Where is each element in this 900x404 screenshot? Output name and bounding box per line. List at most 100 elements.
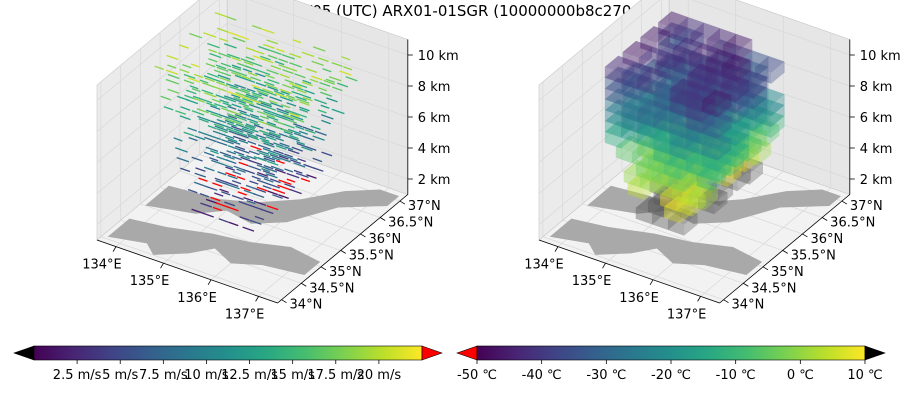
wind-vector bbox=[175, 110, 187, 115]
wind-vector bbox=[280, 104, 291, 109]
wind-vector bbox=[225, 166, 236, 171]
voxel bbox=[621, 61, 651, 79]
wind-vector bbox=[246, 133, 259, 139]
wind-vector bbox=[251, 91, 262, 97]
left-pane bbox=[96, 0, 228, 241]
wind-vector bbox=[286, 94, 295, 99]
wind-vector bbox=[231, 71, 242, 77]
wind-vector bbox=[270, 165, 284, 172]
wind-vector bbox=[213, 69, 223, 74]
wind-vector bbox=[262, 185, 272, 190]
wind-vector bbox=[263, 164, 274, 170]
wind-vector bbox=[224, 119, 234, 125]
wind-vector bbox=[256, 89, 269, 96]
wind-vector bbox=[237, 94, 251, 101]
voxel bbox=[621, 115, 638, 133]
wind-vector bbox=[312, 135, 325, 141]
x-tick-label: 135°E bbox=[130, 274, 170, 289]
voxel bbox=[653, 72, 667, 95]
wind-vector bbox=[227, 31, 238, 37]
voxel bbox=[643, 177, 658, 200]
voxel bbox=[719, 118, 750, 135]
wind-vector bbox=[237, 133, 249, 139]
wind-vector bbox=[264, 90, 277, 97]
voxel bbox=[621, 72, 638, 89]
voxel bbox=[719, 74, 750, 92]
wind-vector bbox=[193, 73, 204, 79]
wind-vector bbox=[238, 154, 250, 160]
wind-vector bbox=[256, 110, 266, 115]
wind-vector bbox=[302, 79, 312, 85]
voxel bbox=[637, 77, 651, 100]
voxel bbox=[698, 186, 728, 204]
wind-vector bbox=[249, 135, 260, 141]
wind-vector bbox=[233, 165, 245, 171]
wind-vector bbox=[205, 198, 218, 205]
wind-vector bbox=[246, 118, 259, 124]
voxel bbox=[701, 122, 716, 145]
colorbar-tick-label: 5 m/s bbox=[102, 368, 138, 383]
wind-vector bbox=[220, 62, 232, 68]
voxel bbox=[669, 111, 686, 128]
wind-vector bbox=[203, 32, 217, 38]
wind-vector bbox=[191, 110, 205, 116]
wind-vector bbox=[205, 62, 216, 68]
wind-vector bbox=[212, 182, 223, 188]
wind-vector bbox=[298, 130, 309, 135]
wind-vector bbox=[246, 88, 256, 93]
wind-panel: 134°E 135°E 136°E 137°E 34°N 34.5°N35°N 35.5°N… bbox=[82, 0, 459, 322]
figure-title: 2025/08/05 (UTC) ARX01-01SGR (10000000b8… bbox=[245, 2, 655, 20]
wind-vector bbox=[273, 149, 284, 155]
wind-vector bbox=[275, 145, 287, 151]
voxel bbox=[685, 127, 702, 145]
voxel bbox=[733, 157, 763, 174]
voxel bbox=[668, 219, 685, 236]
voxel bbox=[688, 43, 719, 60]
voxel bbox=[717, 149, 732, 172]
wind-vector bbox=[231, 179, 242, 185]
wind-vector bbox=[287, 149, 300, 155]
wind-vector bbox=[229, 86, 242, 92]
wind-vector bbox=[160, 95, 171, 101]
wind-vector bbox=[179, 68, 190, 74]
wind-vector bbox=[217, 171, 227, 176]
wind-vector bbox=[182, 63, 192, 69]
wind-vector bbox=[253, 200, 267, 207]
wind-vector bbox=[278, 58, 289, 63]
wind-vector bbox=[274, 60, 285, 66]
wind-vector bbox=[223, 164, 234, 169]
wind-vector bbox=[216, 81, 228, 87]
z-tick-label: 10 km bbox=[418, 49, 459, 64]
wind-vector bbox=[214, 192, 224, 197]
wind-vector bbox=[203, 166, 215, 172]
z-tick-label: 6 km bbox=[860, 111, 893, 126]
voxel bbox=[653, 116, 667, 139]
wind-vector bbox=[281, 128, 292, 134]
voxel bbox=[753, 131, 768, 154]
wind-vector bbox=[227, 115, 238, 120]
wind-vector bbox=[227, 139, 241, 145]
y-tick bbox=[802, 233, 808, 238]
voxel bbox=[621, 126, 638, 144]
wind-vector bbox=[286, 118, 298, 124]
z-tick-label: 6 km bbox=[418, 111, 451, 126]
wind-vector bbox=[303, 163, 316, 170]
y-tick bbox=[379, 217, 386, 221]
colorbar-tick-label: 12.5 m/s bbox=[221, 368, 278, 383]
wind-vector bbox=[216, 118, 227, 124]
voxel bbox=[687, 63, 717, 81]
wind-vector bbox=[226, 150, 237, 155]
y-tick bbox=[340, 250, 346, 254]
wind-vector bbox=[296, 89, 307, 94]
voxel bbox=[719, 184, 734, 206]
wind-vector bbox=[209, 150, 219, 155]
voxel bbox=[771, 105, 785, 128]
grid-line bbox=[96, 53, 408, 163]
wind-vector bbox=[249, 120, 260, 126]
voxel bbox=[669, 143, 686, 161]
wind-vector bbox=[187, 127, 197, 132]
wind-vector bbox=[265, 83, 278, 90]
wind-vector bbox=[224, 201, 236, 207]
wind-vector bbox=[310, 125, 321, 131]
colorbar-tick-label: -10 ℃ bbox=[716, 368, 756, 383]
